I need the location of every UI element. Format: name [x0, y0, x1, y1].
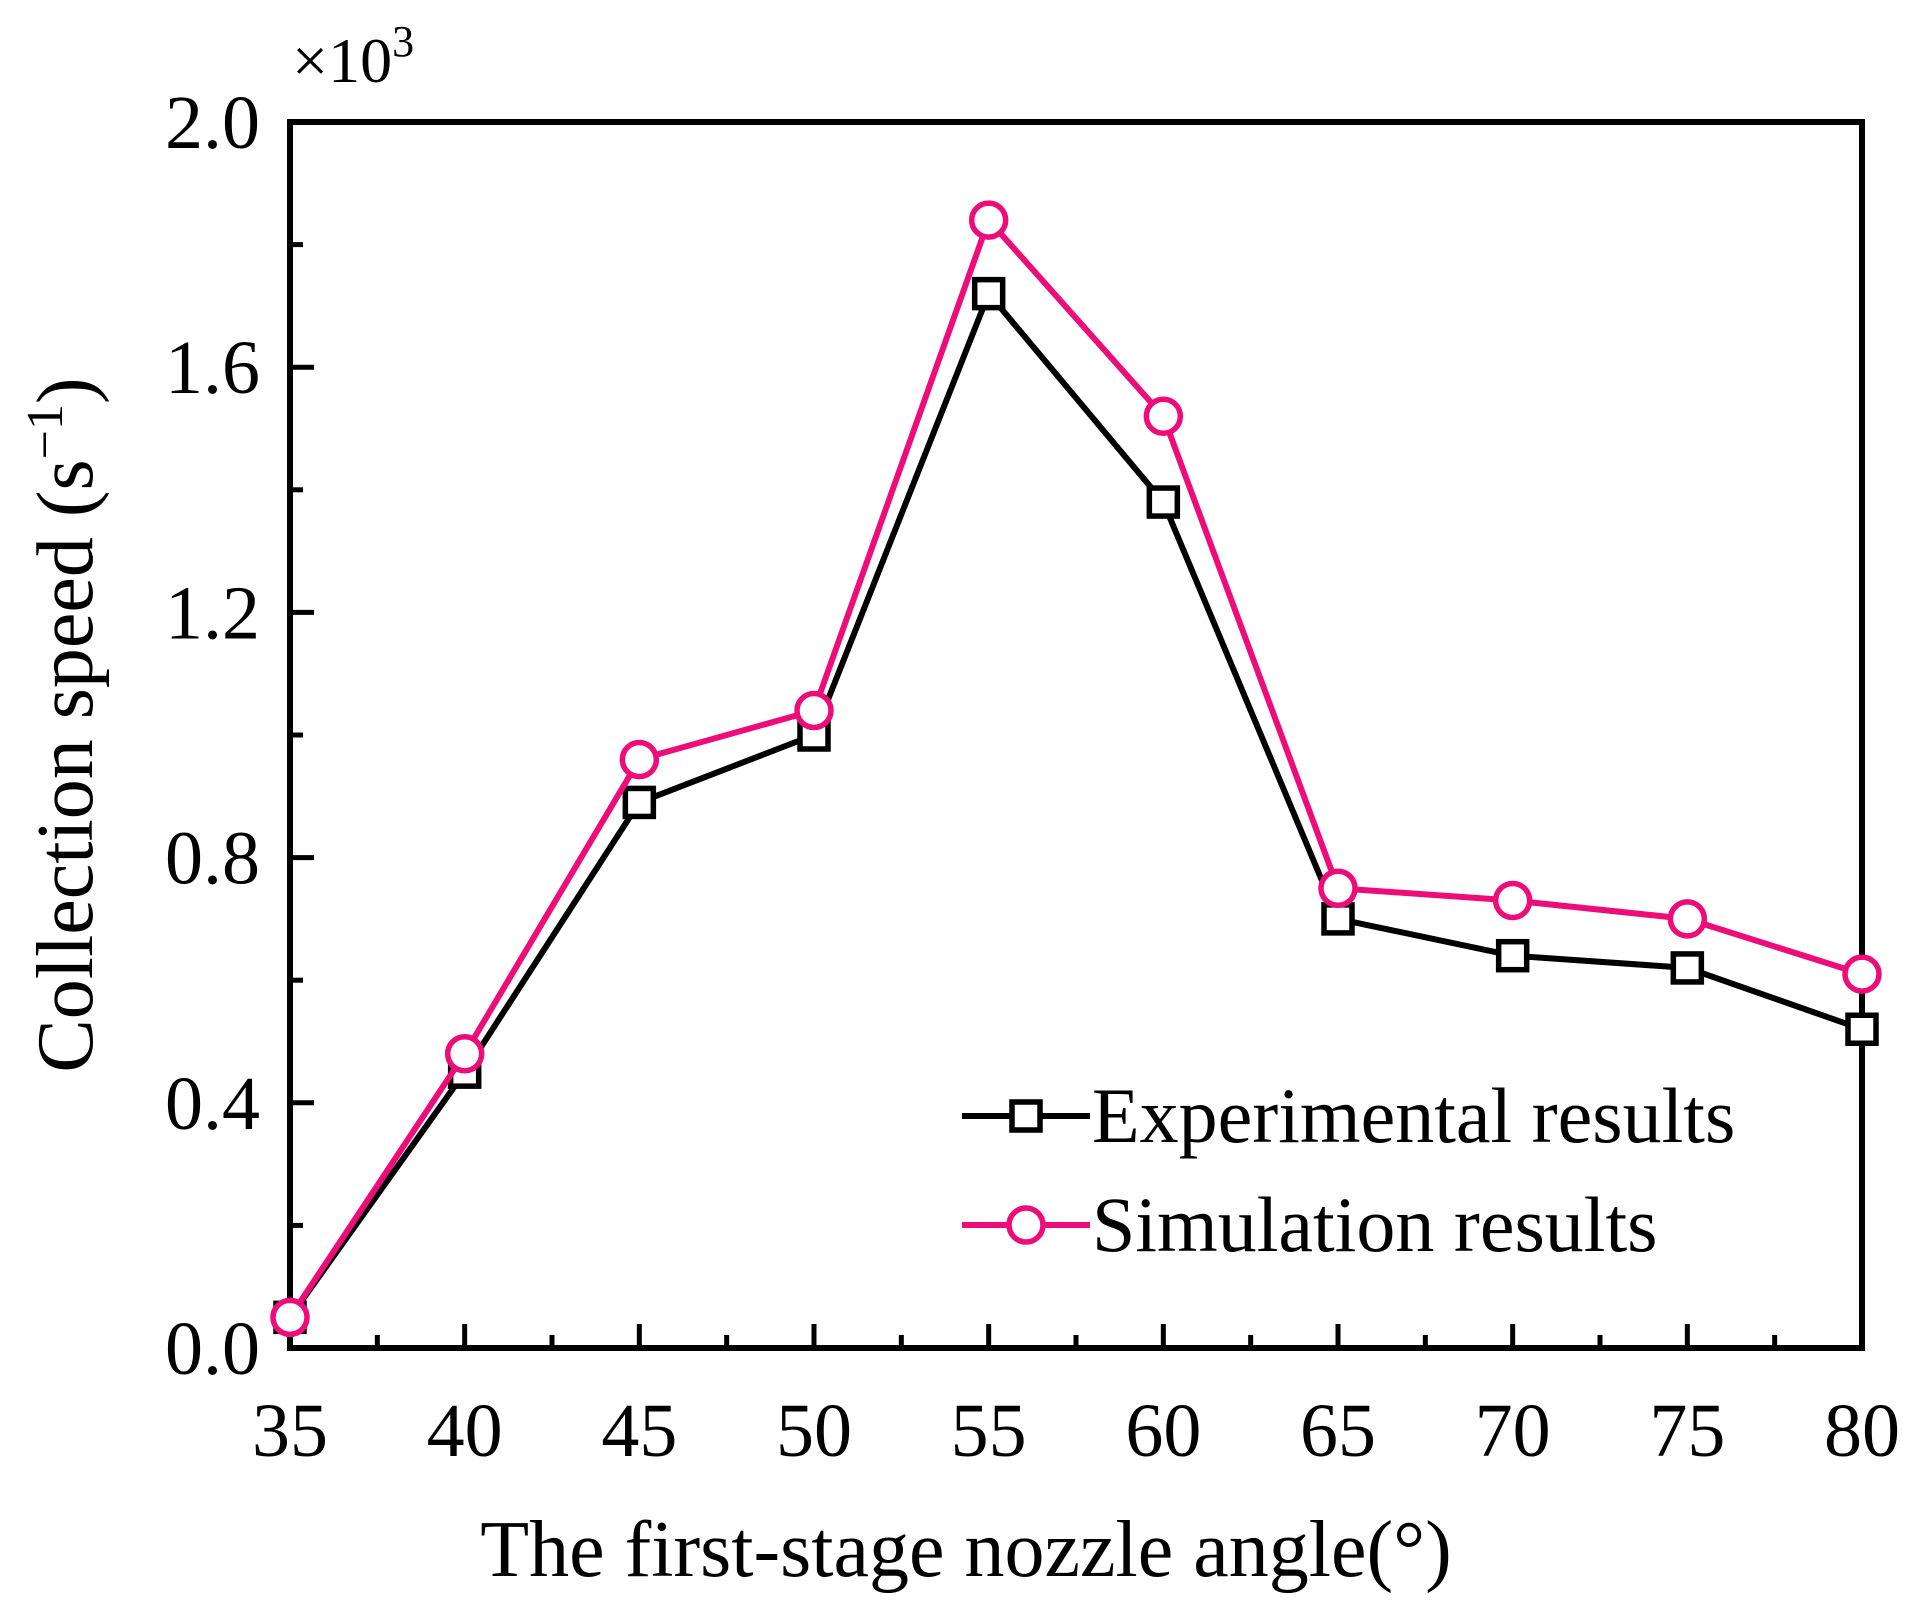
data-point	[1845, 1012, 1879, 1046]
x-tick-label: 65	[1300, 1389, 1376, 1473]
x-tick-label: 70	[1475, 1389, 1551, 1473]
series-line	[287, 290, 1863, 1320]
x-tick-label: 40	[427, 1389, 503, 1473]
data-point	[1495, 938, 1530, 973]
y-axis-title: Collection speed (s−1)	[17, 377, 110, 1072]
data-point	[270, 1297, 310, 1338]
data-point	[1143, 396, 1184, 436]
x-tick-label: 50	[776, 1389, 852, 1473]
data-point	[1667, 899, 1708, 939]
x-tick-label: 80	[1824, 1389, 1900, 1473]
series-line	[287, 217, 1863, 1319]
legend: Experimental results Simulation results	[962, 1072, 1735, 1268]
plot-frame	[287, 119, 1865, 1351]
legend-label: Experimental results	[1092, 1072, 1735, 1159]
y-tick-label: 2.0	[165, 81, 260, 165]
y-tick-label: 0.0	[165, 1307, 260, 1391]
data-point	[971, 276, 1006, 311]
y-tick-label: 0.8	[165, 817, 260, 901]
data-point	[1321, 902, 1355, 936]
axes: 35 40 45 50 55 60 65 70 75 80 0.0 0.4 0.8 1.2 1.6 2.0 ×1…	[17, 17, 1900, 1594]
data-point	[1842, 954, 1882, 994]
legend-entry: Simulation results	[962, 1181, 1658, 1268]
data-point	[1670, 951, 1705, 985]
series-simulation	[270, 200, 1882, 1338]
series-experimental	[273, 276, 1879, 1335]
legend-entry: Experimental results	[962, 1072, 1735, 1159]
x-tick-label: 75	[1649, 1389, 1725, 1473]
data-point	[1318, 868, 1358, 908]
data-point	[1492, 880, 1533, 921]
y-tick-label: 1.2	[165, 571, 260, 655]
y-tick-label: 1.6	[165, 326, 260, 410]
y-multiplier: ×103	[292, 17, 414, 96]
x-axis-title: The first-stage nozzle angle(°)	[480, 1506, 1452, 1594]
x-tick-label: 45	[601, 1389, 677, 1473]
data-point	[1146, 485, 1181, 519]
data-point	[444, 1034, 485, 1074]
data-point	[968, 200, 1009, 240]
data-point	[794, 690, 834, 731]
series-group	[270, 200, 1882, 1338]
legend-marker	[1009, 1099, 1043, 1133]
legend-marker	[1006, 1205, 1046, 1245]
y-tick-label: 0.4	[165, 1062, 260, 1146]
legend-label: Simulation results	[1092, 1181, 1658, 1268]
x-tick-label: 35	[252, 1389, 328, 1473]
data-point	[619, 739, 660, 780]
x-tick-label: 60	[1125, 1389, 1201, 1473]
data-point	[622, 785, 657, 820]
x-tick-label: 55	[951, 1389, 1027, 1473]
